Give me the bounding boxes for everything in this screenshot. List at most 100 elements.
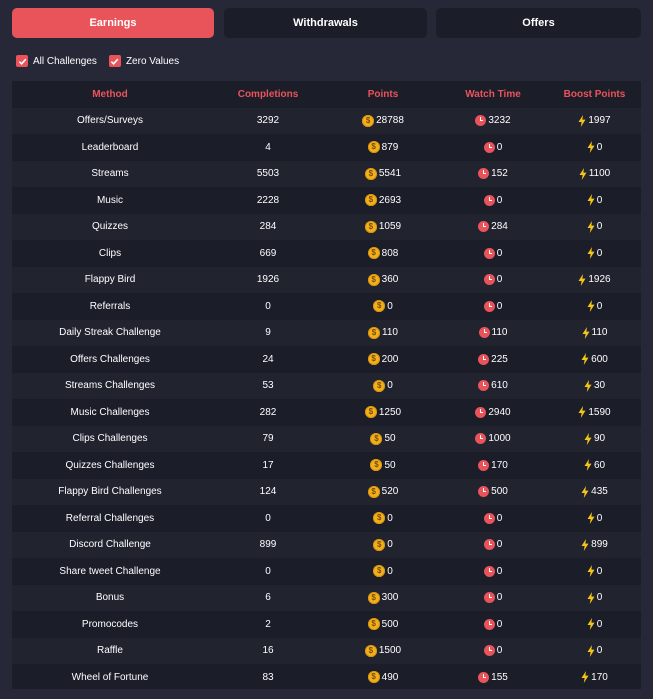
bolt-icon <box>581 671 589 684</box>
points-value: 0 <box>387 512 393 524</box>
watch-time-value: 0 <box>496 618 503 630</box>
completions-cell: 17 <box>262 459 274 471</box>
coin-icon: $ <box>367 353 380 366</box>
clock-icon <box>483 618 495 630</box>
coin-icon: $ <box>364 167 377 180</box>
coin-icon: $ <box>367 618 380 631</box>
bolt-icon <box>587 300 595 313</box>
boost-points-cell: 1997 <box>548 114 641 127</box>
zero-values-checkbox[interactable]: Zero Values <box>108 55 180 67</box>
watch-time-cell: 610 <box>438 380 548 392</box>
coin-icon: $ <box>364 194 377 207</box>
watch-time-cell: 3232 <box>438 115 548 127</box>
clock-icon <box>478 671 490 683</box>
watch-time-cell: 0 <box>438 618 548 630</box>
boost-points-cell: 60 <box>548 459 641 472</box>
completions-cell: 2 <box>265 618 271 630</box>
boost-points-cell: 0 <box>548 591 641 604</box>
clock-icon <box>483 300 495 312</box>
boost-points-cell: 0 <box>548 220 641 233</box>
bolt-icon <box>584 459 592 472</box>
zero-values-label: Zero Values <box>125 55 180 67</box>
table-row: Raffle 16 $1500 0 0 <box>12 637 641 664</box>
method-cell: Quizzes Challenges <box>65 459 155 471</box>
bolt-icon <box>578 273 586 286</box>
watch-time-cell: 1000 <box>438 433 548 445</box>
clock-icon <box>478 221 490 233</box>
method-cell: Flappy Bird Challenges <box>58 486 162 498</box>
header-watch-time: Watch Time <box>465 88 521 100</box>
method-cell: Raffle <box>97 645 123 657</box>
boost-points-value: 899 <box>591 539 608 551</box>
points-cell: $360 <box>328 273 438 286</box>
clock-icon <box>483 512 495 524</box>
tab-withdrawals[interactable]: Withdrawals <box>224 8 427 38</box>
boost-points-cell: 90 <box>548 432 641 445</box>
table-row: Wheel of Fortune 83 $490 155 170 <box>12 664 641 691</box>
watch-time-cell: 2940 <box>438 406 548 418</box>
completions-cell: 899 <box>259 539 277 551</box>
boost-points-value: 60 <box>593 459 606 471</box>
all-challenges-checkbox[interactable]: All Challenges <box>16 55 97 67</box>
clock-icon <box>475 406 487 418</box>
watch-time-cell: 0 <box>438 300 548 312</box>
bolt-icon <box>584 379 592 392</box>
coin-icon: $ <box>364 644 377 657</box>
completions-cell: 669 <box>259 247 277 259</box>
bolt-icon <box>587 591 595 604</box>
points-cell: $500 <box>328 618 438 631</box>
table-header: Method Completions Points Watch Time Boo… <box>12 81 641 108</box>
watch-time-value: 610 <box>491 380 508 392</box>
watch-time-cell: 0 <box>438 247 548 259</box>
points-value: 1059 <box>378 221 402 233</box>
watch-time-value: 170 <box>491 459 508 471</box>
bolt-icon <box>587 220 595 233</box>
watch-time-value: 225 <box>491 353 508 365</box>
table-row: Referral Challenges 0 $0 0 0 <box>12 505 641 532</box>
tab-offers[interactable]: Offers <box>436 8 641 38</box>
table-row: Leaderboard 4 $879 0 0 <box>12 134 641 161</box>
table-row: Bonus 6 $300 0 0 <box>12 584 641 611</box>
table-row: Daily Streak Challenge 9 $110 110 110 <box>12 319 641 346</box>
watch-time-value: 110 <box>491 327 508 339</box>
watch-time-value: 2940 <box>488 406 511 418</box>
watch-time-cell: 152 <box>438 168 548 180</box>
tab-earnings[interactable]: Earnings <box>12 8 214 38</box>
method-cell: Share tweet Challenge <box>59 565 161 577</box>
bolt-icon <box>587 141 595 154</box>
watch-time-value: 0 <box>496 539 503 551</box>
coin-icon: $ <box>373 565 386 578</box>
coin-icon: $ <box>368 326 381 339</box>
coin-icon: $ <box>370 432 383 445</box>
watch-time-cell: 284 <box>438 221 548 233</box>
points-value: 110 <box>382 327 398 339</box>
completions-cell: 9 <box>265 327 271 339</box>
method-cell: Referrals <box>89 300 131 312</box>
completions-cell: 79 <box>262 433 274 445</box>
bolt-icon <box>579 167 587 180</box>
bolt-icon <box>587 194 595 207</box>
clock-icon <box>478 327 490 339</box>
table-row: Clips Challenges 79 $50 1000 90 <box>12 425 641 452</box>
completions-cell: 4 <box>265 141 271 153</box>
points-cell: $490 <box>328 671 438 684</box>
points-cell: $300 <box>328 591 438 604</box>
method-cell: Flappy Bird <box>84 274 136 286</box>
bolt-icon <box>587 512 595 525</box>
points-cell: $200 <box>328 353 438 366</box>
boost-points-value: 1100 <box>588 168 611 180</box>
coin-icon: $ <box>367 671 380 684</box>
points-value: 50 <box>384 433 396 445</box>
boost-points-value: 0 <box>596 565 603 577</box>
coin-icon: $ <box>373 512 386 525</box>
table-row: Clips 669 $808 0 0 <box>12 240 641 267</box>
points-value: 0 <box>387 300 393 312</box>
table-row: Discord Challenge 899 $0 0 899 <box>12 531 641 558</box>
watch-time-value: 284 <box>491 221 508 233</box>
points-cell: $2693 <box>328 194 438 207</box>
method-cell: Clips Challenges <box>72 433 148 445</box>
watch-time-cell: 170 <box>438 459 548 471</box>
bolt-icon <box>587 618 595 631</box>
table-row: Streams Challenges 53 $0 610 30 <box>12 372 641 399</box>
method-cell: Offers/Surveys <box>77 115 143 127</box>
